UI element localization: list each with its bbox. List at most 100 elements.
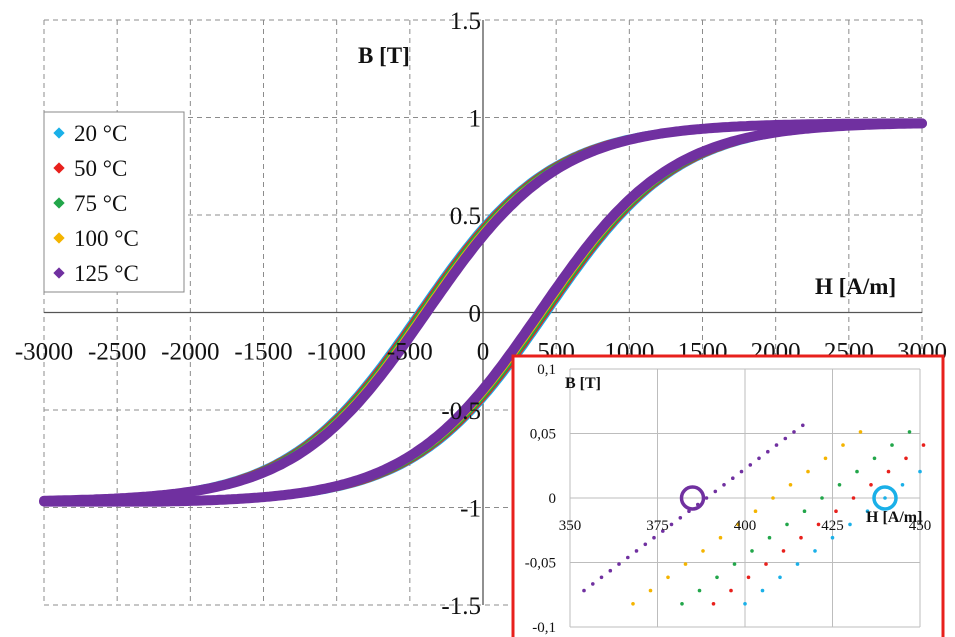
- inset-chart: 350 375 400 425 450 0,1 0,05 0 -0,05 -0,1 B [T] H…: [511, 354, 945, 637]
- inset-point: [872, 456, 877, 461]
- inset-point: [837, 483, 842, 487]
- inset-border: [511, 354, 945, 637]
- inset-point: [680, 602, 684, 606]
- legend-marker: [53, 197, 65, 209]
- legend-label: 125 °C: [74, 261, 139, 286]
- inset-point: [785, 522, 789, 527]
- inset-point: [591, 582, 595, 586]
- inset-point: [851, 496, 856, 500]
- x-tick-label: -2000: [161, 339, 219, 366]
- legend-marker: [53, 162, 65, 174]
- inset-point: [799, 535, 803, 540]
- inset-point: [582, 588, 586, 593]
- inset-point: [792, 430, 796, 434]
- inset-point: [886, 469, 891, 474]
- inset-point: [767, 535, 772, 540]
- inset-point: [771, 496, 775, 500]
- inset-tick-labels: 350 375 400 425 450 0,1 0,05 0 -0,05 -0,1: [525, 362, 932, 636]
- inset-point: [795, 562, 800, 566]
- inset-point: [626, 555, 630, 560]
- inset-point: [697, 588, 702, 593]
- inset-point: [750, 549, 754, 553]
- inset-point: [669, 522, 674, 527]
- inset-point: [783, 436, 788, 441]
- inset-point: [757, 456, 761, 461]
- x-tick-label: -500: [387, 339, 433, 366]
- inset-point: [788, 483, 793, 487]
- inset-point: [731, 476, 735, 481]
- legend-marker: [53, 267, 65, 279]
- legend-marker: [53, 232, 65, 244]
- inset-point: [715, 575, 719, 580]
- inset-point: [855, 469, 859, 474]
- inset-point: [652, 535, 656, 540]
- inset-point: [683, 562, 688, 566]
- y-tick-label: 1: [469, 106, 482, 133]
- inset-point: [701, 549, 705, 553]
- main-y-axis-label: B [T]: [358, 43, 410, 68]
- inset-point: [841, 443, 845, 447]
- inset-point: [781, 549, 786, 553]
- inset-point: [711, 602, 716, 606]
- inset-point: [704, 496, 709, 500]
- inset-point: [748, 463, 753, 467]
- legend: 20 °C 50 °C 75 °C 100 °C 125 °C: [43, 111, 185, 293]
- inset-point: [760, 588, 765, 593]
- inset-x-tick-label: 375: [646, 518, 669, 534]
- inset-point: [904, 456, 908, 461]
- inset-point: [900, 483, 905, 487]
- inset-point: [907, 430, 912, 434]
- inset-point: [774, 443, 779, 447]
- legend-label: 20 °C: [74, 121, 127, 146]
- inset-point: [778, 575, 782, 580]
- y-tick-label: 0: [469, 301, 482, 328]
- inset-x-tick-label: 400: [734, 518, 757, 534]
- inset-y-tick-label: 0,05: [530, 427, 556, 443]
- x-tick-label: -1000: [308, 339, 366, 366]
- inset-markers: [679, 485, 898, 511]
- inset-point: [764, 562, 768, 566]
- inset-point: [617, 562, 621, 566]
- inset-highlight-circle: [679, 485, 706, 511]
- inset-point: [631, 602, 635, 606]
- inset-x-tick-label: 350: [559, 518, 582, 534]
- inset-point: [678, 516, 683, 520]
- inset-point: [801, 423, 805, 428]
- inset-point: [834, 509, 838, 513]
- inset-point: [890, 443, 894, 447]
- inset-point: [918, 469, 922, 474]
- main-x-axis-label: H [A/m]: [815, 274, 896, 299]
- inset-point: [599, 575, 604, 580]
- inset-point: [713, 489, 718, 494]
- inset-point: [666, 575, 670, 580]
- inset-y-tick-label: 0,1: [537, 362, 556, 378]
- inset-point: [830, 535, 835, 540]
- inset-point: [743, 602, 747, 606]
- inset-background: [513, 356, 943, 637]
- inset-y-tick-label: 0: [549, 491, 557, 507]
- inset-point: [816, 522, 821, 527]
- y-tick-label: -0.5: [441, 398, 481, 425]
- inset-x-tick-label: 450: [909, 518, 932, 534]
- main-series: [39, 118, 927, 507]
- y-tick-label: -1.5: [441, 593, 481, 620]
- main-axes: [44, 20, 922, 605]
- inset-y-tick-label: -0,1: [532, 620, 556, 636]
- inset-point: [739, 469, 744, 474]
- inset-point: [869, 483, 873, 487]
- x-tick-label: -1500: [234, 339, 292, 366]
- inset-point: [823, 456, 828, 461]
- inset-x-tick-label: 425: [821, 518, 844, 534]
- inset-point: [883, 496, 887, 500]
- inset-point: [643, 542, 648, 547]
- inset-point: [729, 588, 733, 593]
- legend-label: 50 °C: [74, 156, 127, 181]
- inset-point: [820, 496, 824, 500]
- inset-point: [718, 535, 723, 540]
- y-tick-label: 0.5: [450, 203, 481, 230]
- x-tick-label: -3000: [15, 339, 73, 366]
- inset-point: [766, 449, 770, 454]
- inset-point: [634, 549, 639, 553]
- legend-box: [43, 111, 185, 293]
- legend-marker: [53, 127, 65, 139]
